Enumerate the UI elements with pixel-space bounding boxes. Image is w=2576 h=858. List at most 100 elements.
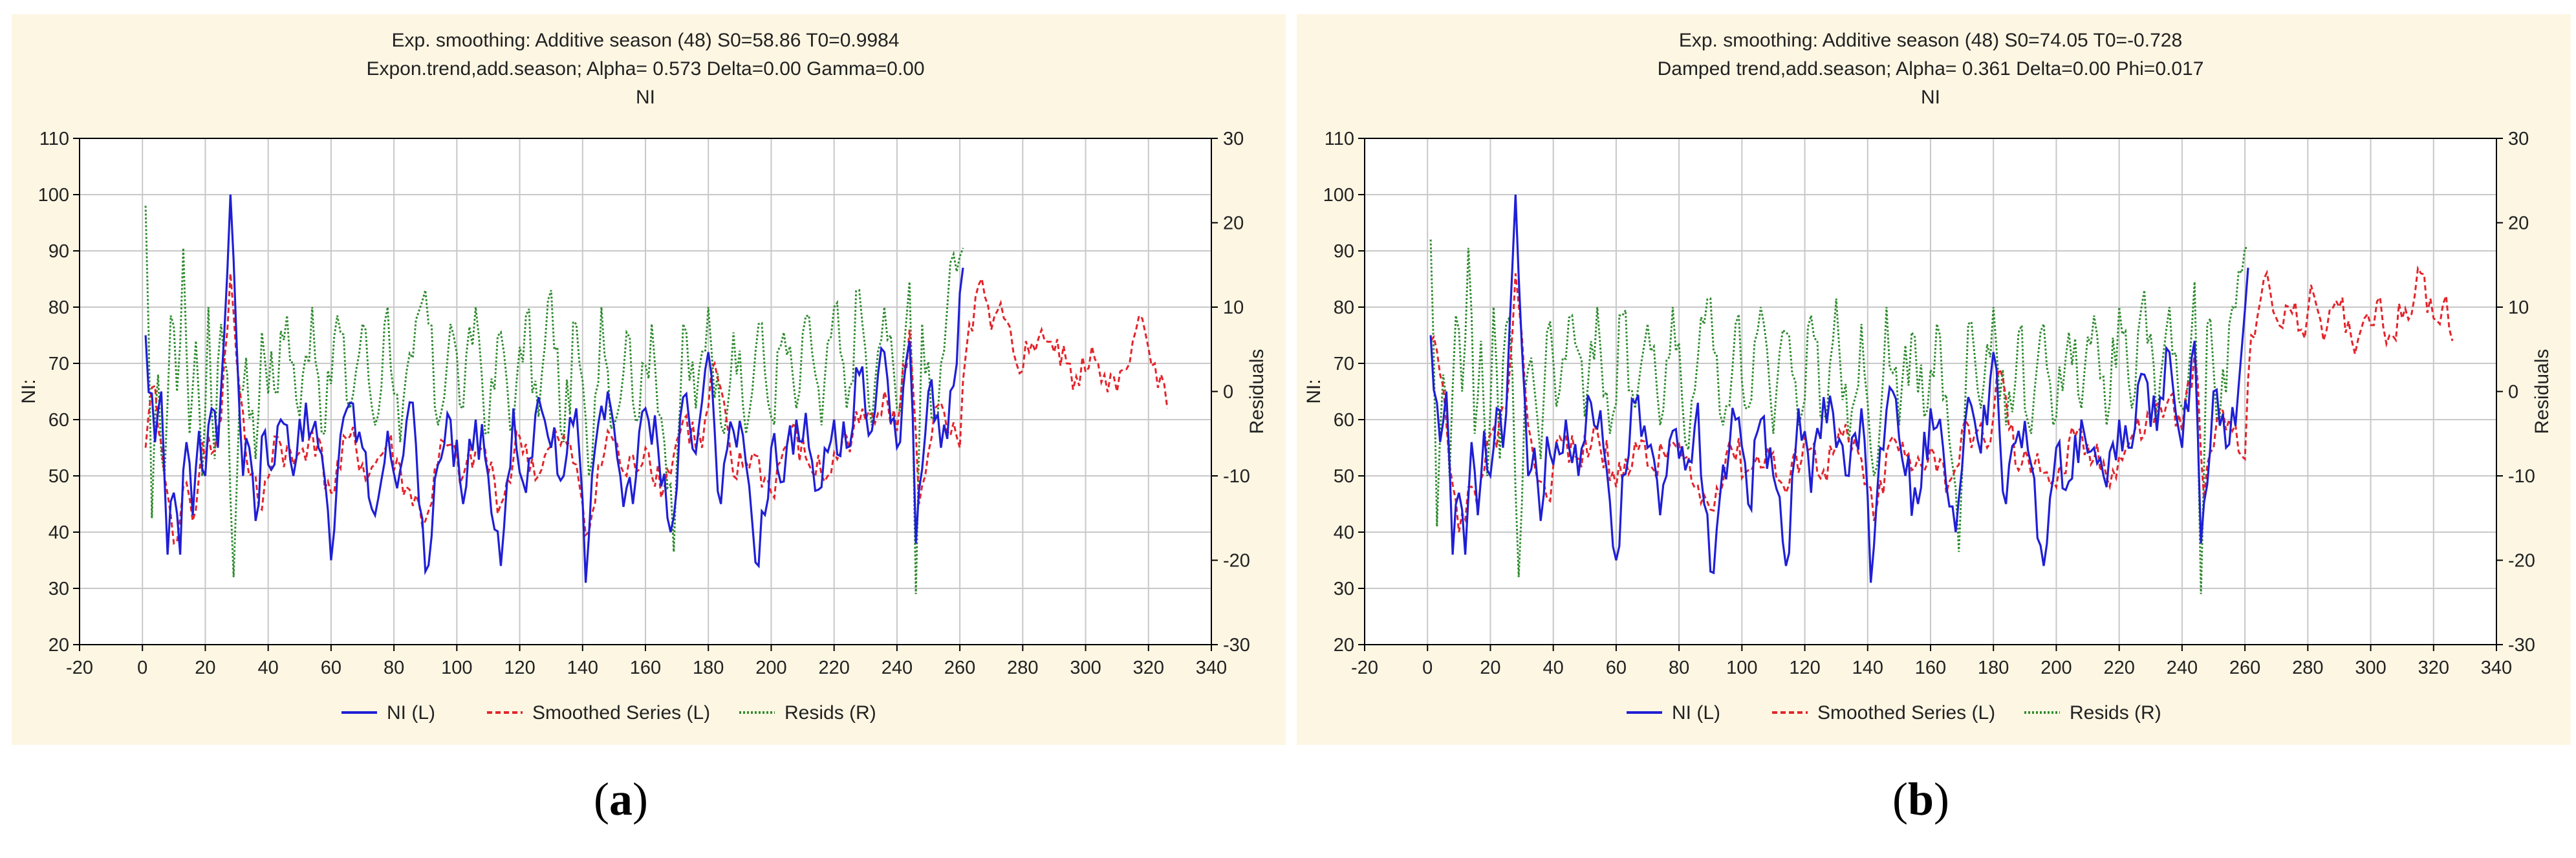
y-tick-label-right: 30 — [2508, 129, 2529, 149]
chart-a: Exp. smoothing: Additive season (48) S0=… — [12, 14, 1286, 745]
panel-label-a-text: a — [609, 773, 633, 825]
x-tick-label: 220 — [818, 658, 849, 678]
y-tick-label-right: 30 — [1223, 129, 1244, 149]
y-tick-label-right: -30 — [1223, 635, 1250, 656]
x-tick-label: 240 — [882, 658, 913, 678]
x-tick-label: -20 — [1351, 658, 1378, 678]
x-tick-label: 340 — [1196, 658, 1227, 678]
x-tick-label: 240 — [2167, 658, 2198, 678]
x-tick-label: 160 — [1915, 658, 1946, 678]
chart-title-line-1: Exp. smoothing: Additive season (48) S0=… — [392, 30, 900, 51]
y-tick-label-right: -20 — [1223, 551, 1250, 572]
y-tick-label-left: 40 — [1334, 522, 1354, 543]
plot-frame — [79, 138, 1212, 645]
x-tick-label: 280 — [2292, 658, 2323, 678]
panel-label-b: (b) — [1892, 773, 1949, 825]
x-tick-label: 140 — [567, 658, 598, 678]
x-tick-label: 280 — [1007, 658, 1038, 678]
chart-title-line-3: NI — [1921, 87, 1940, 108]
x-tick-label: 20 — [195, 658, 215, 678]
x-tick-label: 260 — [944, 658, 975, 678]
x-tick-label: 320 — [1133, 658, 1164, 678]
y-tick-label-left: 90 — [1334, 241, 1354, 262]
legend-label-2: Smoothed Series (L) — [532, 702, 710, 724]
y-tick-label-left: 80 — [1334, 297, 1354, 318]
panel-label-b-text: b — [1907, 773, 1934, 825]
y-tick-label-left: 70 — [49, 354, 69, 374]
y-axis-label-right: Residuals — [1246, 349, 1268, 434]
x-tick-label: 60 — [1606, 658, 1627, 678]
x-tick-label: 100 — [441, 658, 472, 678]
x-tick-label: 0 — [1422, 658, 1433, 678]
y-tick-label-right: 20 — [1223, 213, 1244, 234]
series-ni-line — [144, 194, 964, 583]
y-tick-label-right: 10 — [1223, 297, 1244, 318]
x-tick-label: 220 — [2103, 658, 2134, 678]
y-tick-label-left: 50 — [1334, 466, 1354, 487]
series-ni-line — [1429, 194, 2249, 583]
legend-label-2: Smoothed Series (L) — [1817, 702, 1995, 724]
chart-title-line-2: Damped trend,add.season; Alpha= 0.361 De… — [1658, 58, 2204, 80]
y-tick-label-right: 10 — [2508, 297, 2529, 318]
chart-title-line-1: Exp. smoothing: Additive season (48) S0=… — [1679, 30, 2182, 51]
chart-title-line-3: NI — [636, 87, 655, 108]
chart-panel-b: Exp. smoothing: Additive season (48) S0=… — [1297, 14, 2571, 745]
series-smoothed-line — [1429, 265, 2454, 533]
legend-label-3: Resids (R) — [2070, 702, 2161, 724]
y-tick-label-left: 60 — [49, 410, 69, 431]
plot-frame — [1364, 138, 2497, 645]
y-tick-label-left: 80 — [49, 297, 69, 318]
y-tick-label-left: 100 — [38, 185, 69, 206]
x-tick-label: 120 — [504, 658, 535, 678]
x-tick-label: 120 — [1789, 658, 1820, 678]
y-tick-label-right: 0 — [2508, 382, 2518, 403]
y-axis-right: -30 -20 -10 0 10 20 30 — [1211, 129, 1250, 656]
y-tick-label-right: 0 — [1223, 382, 1233, 403]
legend: NI (L) Smoothed Series (L) Resids (R) — [1627, 702, 2161, 724]
x-tick-label: -20 — [66, 658, 93, 678]
series-smoothed-line — [144, 273, 1169, 545]
y-tick-label-right: 20 — [2508, 213, 2529, 234]
y-tick-label-left: 100 — [1323, 185, 1354, 206]
y-axis-label-right: Residuals — [2531, 349, 2553, 434]
x-tick-label: 60 — [321, 658, 341, 678]
y-tick-label-left: 40 — [49, 522, 69, 543]
y-tick-label-left: 90 — [49, 241, 69, 262]
chart-panel-a: Exp. smoothing: Additive season (48) S0=… — [12, 14, 1286, 745]
y-tick-label-right: -10 — [2508, 466, 2535, 487]
y-tick-label-left: 30 — [1334, 579, 1354, 599]
y-tick-label-left: 20 — [1334, 635, 1354, 656]
y-tick-label-left: 20 — [49, 635, 69, 656]
x-tick-label: 40 — [258, 658, 279, 678]
x-tick-label: 340 — [2481, 658, 2512, 678]
y-tick-label-left: 70 — [1334, 354, 1354, 374]
chart-title-line-2: Expon.trend,add.season; Alpha= 0.573 Del… — [366, 58, 924, 80]
y-tick-label-left: 60 — [1334, 410, 1354, 431]
x-tick-label: 320 — [2418, 658, 2449, 678]
x-tick-label: 180 — [1978, 658, 2009, 678]
y-axis-label-left: NI: — [18, 379, 39, 403]
y-tick-label-left: 50 — [49, 466, 69, 487]
y-tick-label-left: 110 — [1325, 129, 1354, 149]
legend-label-3: Resids (R) — [785, 702, 876, 724]
x-tick-label: 200 — [2040, 658, 2072, 678]
x-tick-label: 80 — [384, 658, 404, 678]
x-tick-label: 20 — [1480, 658, 1500, 678]
x-tick-label: 100 — [1726, 658, 1757, 678]
y-axis-right: -30 -20 -10 0 10 20 30 — [2496, 129, 2535, 656]
x-tick-label: 80 — [1669, 658, 1689, 678]
legend: NI (L) Smoothed Series (L) Resids (R) — [341, 702, 876, 724]
x-tick-label: 200 — [755, 658, 786, 678]
chart-b: Exp. smoothing: Additive season (48) S0=… — [1297, 14, 2571, 745]
y-axis-label-left: NI: — [1303, 379, 1325, 403]
x-tick-label: 160 — [630, 658, 661, 678]
x-tick-label: 40 — [1543, 658, 1564, 678]
series-resids-line — [1429, 239, 2248, 594]
x-tick-label: 300 — [1070, 658, 1101, 678]
y-tick-label-right: -20 — [2508, 551, 2535, 572]
x-tick-label: 0 — [137, 658, 147, 678]
x-tick-label: 300 — [2355, 658, 2386, 678]
x-tick-label: 140 — [1852, 658, 1883, 678]
panel-label-a: (a) — [594, 773, 648, 825]
y-tick-label-left: 110 — [39, 129, 69, 149]
